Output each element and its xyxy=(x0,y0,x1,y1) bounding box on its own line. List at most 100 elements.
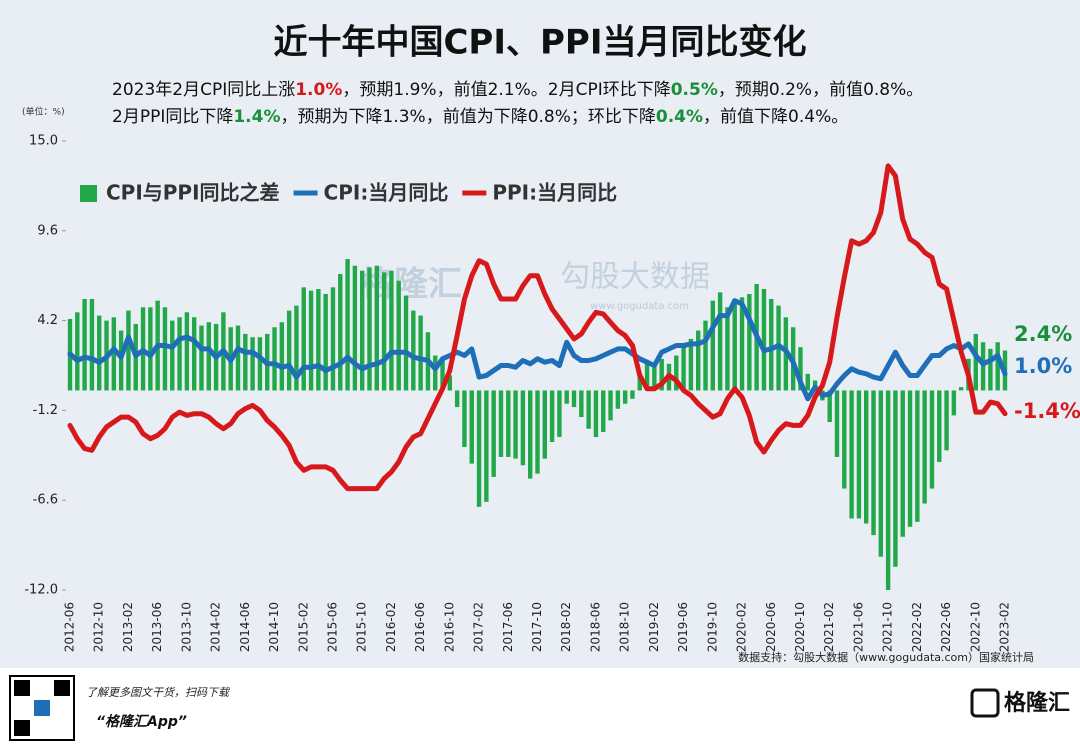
bar xyxy=(593,390,599,438)
bar xyxy=(418,315,423,391)
bar xyxy=(659,358,664,391)
bar xyxy=(937,390,942,462)
bar xyxy=(513,390,518,459)
end-label: -1.4% xyxy=(1014,399,1080,423)
bar xyxy=(900,390,905,537)
bar xyxy=(491,390,496,477)
bar xyxy=(308,290,314,391)
bar xyxy=(608,390,613,421)
bar xyxy=(440,360,445,391)
bar xyxy=(403,295,409,391)
bar xyxy=(688,338,694,391)
y-tick-label: -12.0 xyxy=(24,583,58,598)
footer-bg xyxy=(0,668,1080,748)
bar xyxy=(980,342,986,391)
x-tick-label: 2018-06 xyxy=(588,602,602,652)
x-tick-label: 2017-10 xyxy=(530,602,544,652)
bar xyxy=(732,302,737,391)
chart-title: 近十年中国CPI、PPI当月同比变化 xyxy=(273,23,806,63)
x-tick-label: 2016-10 xyxy=(442,602,456,652)
bar xyxy=(476,390,482,507)
subtitle-part: ，预期为下降1.3%，前值为下降0.8%；环比下降 xyxy=(281,107,656,127)
logo-icon xyxy=(970,688,1000,718)
subtitle: 2月PPI同比下降1.4%，预期为下降1.3%，前值为下降0.8%；环比下降0.… xyxy=(112,107,848,127)
bar xyxy=(235,325,241,391)
bar xyxy=(75,312,80,391)
x-tick-label: 2012-10 xyxy=(92,602,106,652)
bar xyxy=(542,390,548,459)
bar xyxy=(601,390,606,433)
footer-app: “格隆汇App” xyxy=(96,713,187,730)
bar xyxy=(454,390,460,408)
x-tick-label: 2021-10 xyxy=(881,602,895,652)
bar xyxy=(520,390,526,466)
bar xyxy=(206,322,211,391)
bar xyxy=(622,390,628,404)
bar xyxy=(462,390,467,447)
bar xyxy=(944,390,949,451)
bar xyxy=(586,390,591,429)
legend-label: CPI与PPI同比之差 xyxy=(106,181,280,205)
y-tick-label: -6.6 xyxy=(33,493,58,508)
x-tick-label: 2020-10 xyxy=(793,602,807,652)
x-tick-label: 2022-10 xyxy=(968,602,982,652)
x-tick-label: 2019-10 xyxy=(705,602,719,652)
x-tick-label: 2017-06 xyxy=(501,602,515,652)
bar xyxy=(396,280,401,391)
bar xyxy=(915,390,920,522)
bar xyxy=(359,270,365,391)
end-label: 1.0% xyxy=(1014,354,1072,378)
qr-code xyxy=(9,675,75,741)
bar xyxy=(177,317,182,391)
bar xyxy=(367,267,372,391)
bar xyxy=(316,289,321,391)
source: 数据支持：勾股大数据（www.gogudata.com）国家统计局 xyxy=(738,650,1034,664)
bar xyxy=(330,287,336,391)
bar xyxy=(725,307,730,391)
bar xyxy=(272,327,277,391)
bar xyxy=(286,310,292,391)
bar xyxy=(834,390,840,457)
bar xyxy=(564,390,569,404)
bar xyxy=(696,330,701,391)
bar xyxy=(652,367,657,391)
bar xyxy=(89,298,95,391)
bar xyxy=(579,390,584,418)
bar xyxy=(703,320,708,391)
bar xyxy=(630,390,635,399)
y-tick-label: 15.0 xyxy=(29,134,58,149)
bar xyxy=(191,317,197,391)
subtitle-part: ，预期0.2%，前值0.8%。 xyxy=(718,80,923,100)
subtitle-part: ，前值下降0.4%。 xyxy=(703,107,848,127)
bar xyxy=(111,317,117,391)
bar xyxy=(549,390,555,442)
bar xyxy=(922,390,927,504)
bar xyxy=(381,272,387,391)
bar xyxy=(798,347,803,391)
x-tick-label: 2015-10 xyxy=(355,602,369,652)
bar xyxy=(710,300,716,391)
bar xyxy=(805,373,810,391)
bar xyxy=(411,310,416,391)
subtitle-highlight: 0.4% xyxy=(656,107,703,127)
watermark: www.gogudata.com xyxy=(590,301,689,312)
bar xyxy=(184,312,190,391)
x-tick-label: 2016-06 xyxy=(413,602,427,652)
footer-logo: 格隆汇 xyxy=(1004,690,1070,716)
x-tick-label: 2014-06 xyxy=(238,602,252,652)
bar xyxy=(571,390,577,408)
bar xyxy=(345,259,350,391)
bar xyxy=(739,297,745,391)
bar xyxy=(681,345,686,391)
bar xyxy=(907,390,913,527)
subtitle-highlight: 0.5% xyxy=(671,80,718,100)
bar xyxy=(717,292,723,391)
bar xyxy=(849,390,854,519)
bar xyxy=(747,293,752,391)
subtitle-part: ，预期1.9%，前值2.1%。2月CPI环比下降 xyxy=(342,80,670,100)
bar xyxy=(469,390,474,464)
x-tick-label: 2022-02 xyxy=(910,602,924,652)
x-tick-label: 2013-06 xyxy=(150,602,164,652)
bar xyxy=(761,289,767,391)
